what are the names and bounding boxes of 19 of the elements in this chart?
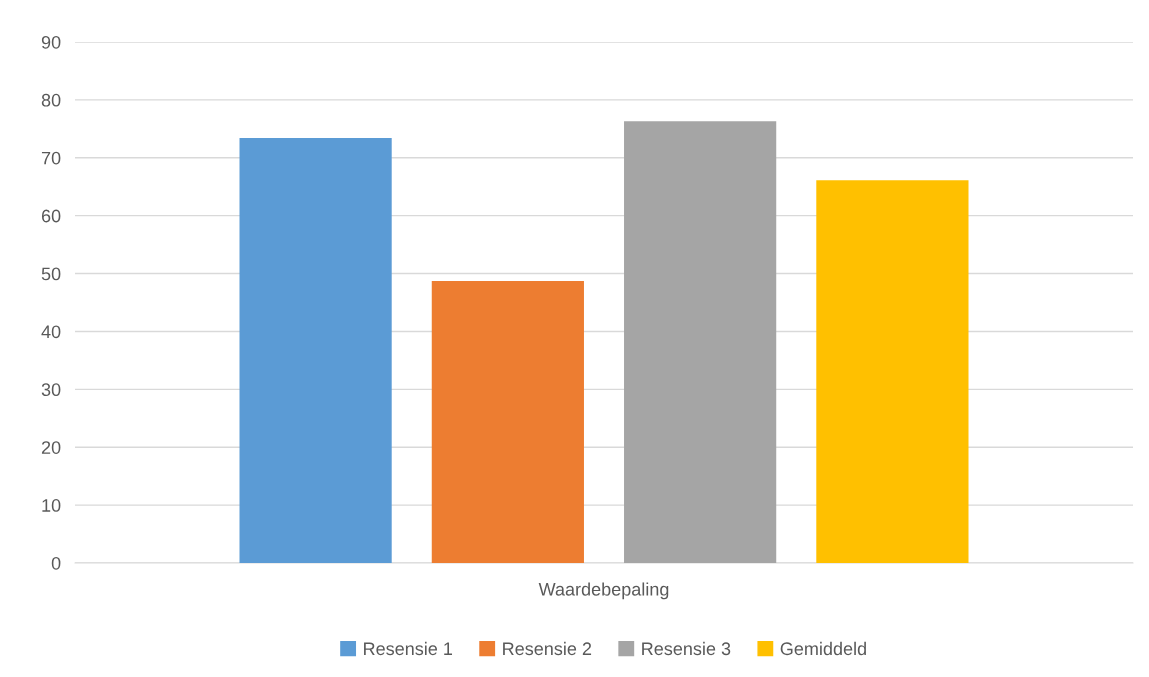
y-tick-label: 20 bbox=[41, 441, 61, 454]
y-tick-label: 50 bbox=[41, 267, 61, 281]
bar bbox=[431, 281, 584, 563]
y-tick-label: 80 bbox=[41, 93, 61, 107]
y-tick-label: 0 bbox=[51, 556, 61, 570]
x-tick-label: Waardebepaling bbox=[538, 582, 669, 600]
bar bbox=[624, 121, 777, 563]
bar bbox=[239, 138, 392, 563]
legend-label: Resensie 1 bbox=[364, 641, 453, 656]
legend-label: Resensie 3 bbox=[642, 641, 731, 656]
bar bbox=[816, 180, 969, 563]
y-tick-label: 90 bbox=[41, 35, 61, 49]
legend-label: Gemiddeld bbox=[780, 641, 866, 656]
y-tick-label: 70 bbox=[41, 151, 61, 165]
y-tick-label: 60 bbox=[41, 209, 61, 223]
legend-label: Resensie 2 bbox=[503, 641, 592, 656]
y-tick-label: 30 bbox=[41, 383, 61, 397]
y-tick-label: 10 bbox=[42, 499, 61, 512]
y-tick-label: 40 bbox=[41, 325, 61, 339]
